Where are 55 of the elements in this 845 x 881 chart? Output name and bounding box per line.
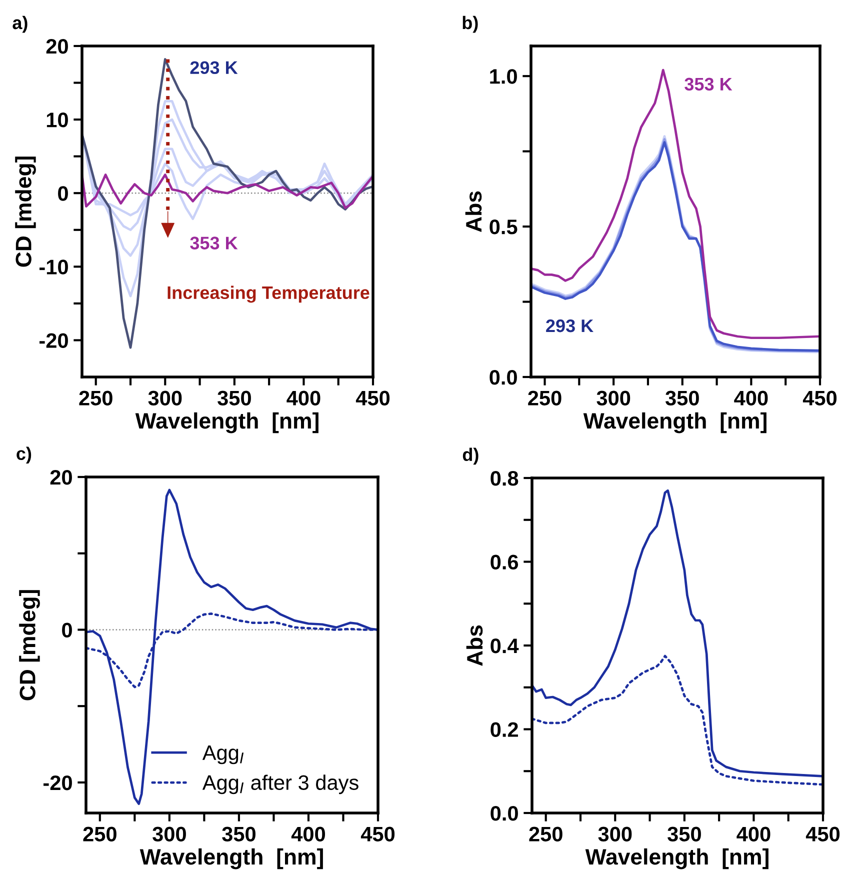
x-tick-label: 400 [734, 390, 768, 406]
y-axis-title: Abs [466, 625, 483, 666]
x-tick-label: 250 [83, 826, 116, 842]
x-axis-title: Wavelength [nm] [140, 848, 323, 870]
y-tick-label: 0.0 [490, 806, 518, 821]
y-axis-title: Abs [465, 191, 482, 232]
x-tick-label: 300 [598, 826, 632, 842]
y-tick-label: 0.0 [490, 370, 517, 385]
y-tick-label: -20 [40, 333, 68, 348]
x-axis-title: Wavelength [nm] [135, 412, 318, 434]
legend-label: Agg$_{I}$ after 3 days [202, 774, 358, 794]
y-tick-label: 0.5 [490, 220, 518, 234]
x-tick-label: 450 [356, 390, 390, 406]
y-tick-label: -10 [40, 260, 68, 274]
x-tick-label: 450 [802, 390, 837, 406]
y-tick-label: 0 [58, 186, 68, 201]
legend-label: Agg$_{I}$ [202, 746, 244, 764]
x-tick-label: 300 [152, 826, 186, 842]
annotation: 293 K [546, 319, 594, 332]
x-tick-label: 250 [529, 826, 562, 842]
annotation: Increasing Temperature [168, 286, 370, 303]
y-tick-label: -20 [44, 775, 72, 790]
x-tick-label: 400 [736, 826, 770, 842]
y-tick-label: 0 [62, 622, 72, 638]
y-tick-label: 0.8 [490, 471, 518, 486]
x-axis-title: Wavelength [nm] [583, 412, 766, 434]
x-tick-label: 350 [668, 826, 701, 842]
x-tick-label: 300 [148, 390, 182, 406]
y-tick-label: 10 [46, 112, 68, 128]
x-axis-title: Wavelength [nm] [585, 848, 768, 870]
y-tick-label: 0.6 [490, 554, 518, 570]
x-tick-label: 350 [665, 390, 699, 406]
chart-title: c) [16, 446, 32, 464]
x-tick-label: 300 [596, 390, 630, 406]
y-axis-title: CD [mdeg] [15, 156, 36, 267]
annotation: 293 K [190, 61, 238, 74]
x-tick-label: 250 [79, 390, 112, 406]
x-tick-label: 350 [222, 826, 256, 842]
chart-title: d) [462, 448, 478, 465]
x-tick-label: 400 [291, 826, 326, 842]
x-tick-label: 350 [218, 390, 251, 406]
x-tick-label: 400 [286, 390, 320, 406]
y-axis-title: CD [mdeg] [19, 590, 40, 700]
chart-title: b) [462, 16, 478, 33]
y-tick-label: 0.2 [490, 722, 518, 738]
x-tick-label: 450 [806, 826, 840, 842]
x-tick-label: 250 [528, 390, 562, 406]
y-tick-label: 0.4 [490, 638, 519, 654]
y-tick-label: 20 [46, 39, 68, 54]
annotation: 353 K [190, 236, 238, 250]
y-tick-label: 1.0 [490, 69, 517, 84]
y-tick-label: 20 [50, 470, 72, 485]
annotation: 353 K [684, 78, 732, 91]
chart-title: a) [12, 16, 28, 33]
x-tick-label: 450 [360, 826, 395, 842]
